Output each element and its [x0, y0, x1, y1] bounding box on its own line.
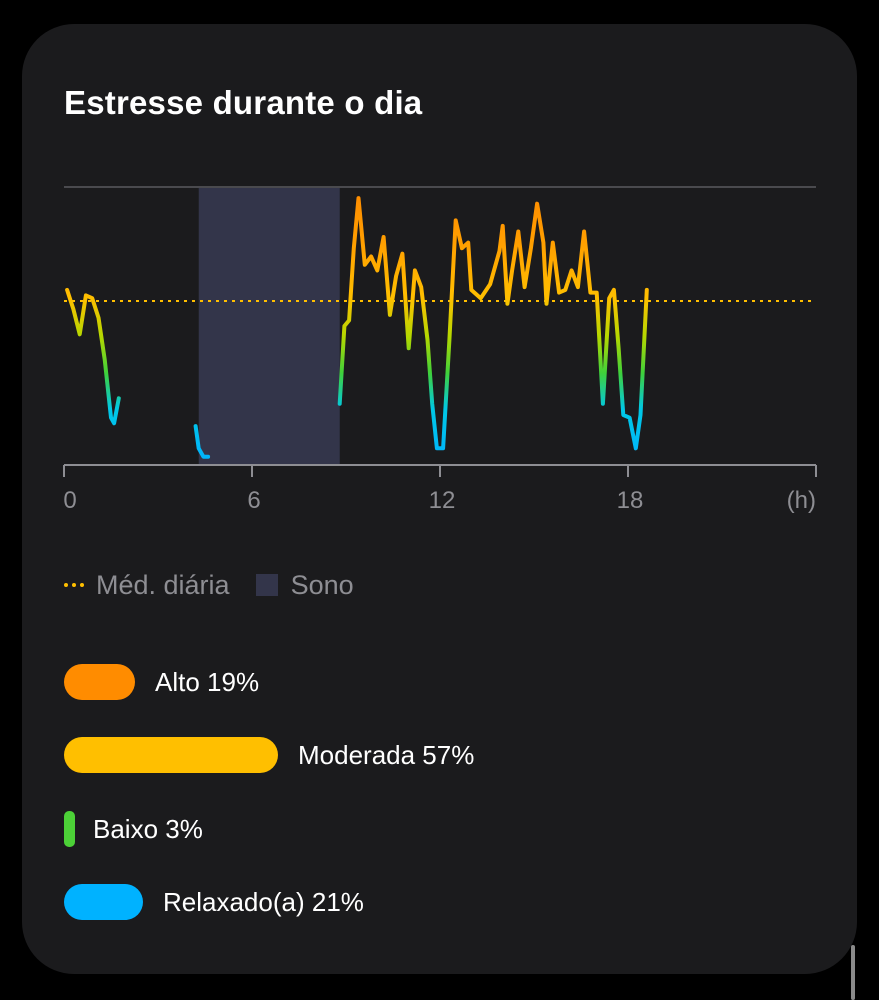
chart-title: Estresse durante o dia: [64, 84, 423, 121]
stress-card: [22, 24, 857, 974]
distribution-bar-alto: [64, 664, 135, 700]
stress-series-line: [193, 424, 211, 459]
distribution-row-moderada: Moderada 57%: [64, 735, 474, 775]
x-tick-label: 0: [63, 487, 76, 514]
distribution-row-relaxado: Relaxado(a) 21%: [64, 882, 364, 922]
sleep-band: [198, 187, 340, 465]
stress-series-line: [65, 287, 121, 426]
scroll-indicator[interactable]: [851, 945, 855, 1000]
distribution-label-baixo: Baixo 3%: [93, 813, 203, 844]
distribution-bar-baixo: [64, 811, 75, 847]
avg-legend-label: Méd. diária: [96, 569, 230, 600]
chart-legend: Méd. diária Sono: [64, 565, 354, 605]
x-tick-label: 12: [429, 487, 456, 514]
distribution-bar-moderada: [64, 737, 278, 773]
x-tick-label: 6: [247, 487, 260, 514]
distribution-label-relaxado: Relaxado(a) 21%: [163, 886, 364, 917]
x-tick-label: 18: [617, 487, 644, 514]
stress-chart: 0 6 12 18 (h): [63, 186, 817, 514]
distribution-row-alto: Alto 19%: [64, 662, 259, 702]
sleep-legend-label: Sono: [290, 569, 354, 600]
x-unit-label: (h): [787, 487, 816, 514]
distribution-row-baixo: Baixo 3%: [64, 809, 203, 849]
sleep-legend-icon: [255, 574, 278, 596]
distribution-bar-relaxado: [64, 884, 143, 920]
stress-series-line: [337, 196, 649, 451]
distribution-label-alto: Alto 19%: [155, 666, 260, 697]
avg-legend-icon: [64, 583, 84, 587]
distribution-label-moderada: Moderada 57%: [298, 739, 475, 770]
